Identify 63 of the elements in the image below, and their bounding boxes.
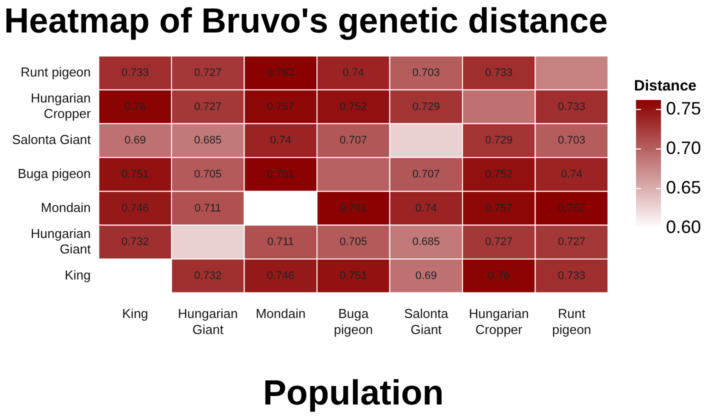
data-label: 0.703 [558, 134, 586, 147]
data-label: 0.751 [121, 168, 149, 180]
x-tick-label: Runt pigeon [552, 306, 592, 337]
data-label: 0.705 [340, 236, 368, 248]
legend-title: Distance [634, 78, 697, 95]
data-label: 0.76 [124, 100, 146, 113]
data-label: 0.69 [124, 134, 146, 147]
chart-title: Heatmap of Bruvo's genetic distance [4, 2, 608, 41]
data-label: 0.727 [485, 236, 513, 248]
data-label: 0.685 [412, 236, 440, 248]
data-label: 0.729 [485, 134, 513, 147]
data-label: 0.746 [266, 270, 294, 282]
data-label: 0.685 [194, 134, 222, 147]
data-label: 0.746 [121, 202, 149, 214]
data-label: 0.732 [121, 236, 149, 248]
color-bar-label: 0.60 [666, 216, 702, 237]
x-tick-label: Mondain [256, 306, 306, 322]
data-label: 0.727 [194, 66, 222, 79]
data-label: 0.76 [488, 270, 510, 282]
data-label: 0.727 [558, 236, 586, 248]
data-label: 0.752 [485, 168, 513, 180]
x-tick-label: Salonta Giant [404, 306, 449, 337]
x-tick-label: Hungarian Giant [178, 306, 238, 337]
data-label: 0.751 [340, 270, 368, 282]
data-label: 0.69 [415, 270, 437, 282]
x-tick-label: King [122, 306, 148, 322]
data-label: 0.729 [412, 100, 440, 113]
x-axis-title: Population [262, 374, 444, 413]
data-label: 0.733 [558, 100, 586, 113]
x-tick-label: Buga pigeon [334, 306, 373, 337]
data-label: 0.705 [194, 168, 222, 180]
data-label: 0.74 [560, 168, 582, 180]
data-label: 0.74 [415, 202, 437, 214]
x-tick-label: Hungarian Cropper [468, 306, 529, 337]
data-label: 0.762 [558, 202, 586, 214]
data-label: 0.707 [412, 168, 440, 180]
data-label: 0.757 [266, 100, 294, 113]
data-label: 0.733 [558, 270, 586, 282]
y-tick-label: King [64, 267, 91, 282]
color-bar-label: 0.65 [666, 177, 702, 198]
data-label: 0.761 [266, 168, 294, 180]
y-tick-label: Mondain [40, 200, 91, 215]
data-label: 0.733 [485, 66, 513, 79]
data-label: 0.733 [121, 66, 149, 79]
y-tick-label: Hungarian Giant [30, 226, 92, 256]
data-label: 0.707 [340, 134, 368, 147]
data-label: 0.757 [485, 202, 513, 214]
color-bar-label: 0.70 [666, 138, 702, 158]
y-tick-label: Salonta Giant [12, 132, 92, 148]
data-label: 0.703 [412, 66, 440, 79]
data-label: 0.761 [340, 202, 368, 214]
data-label: 0.74 [342, 66, 364, 79]
data-label: 0.732 [194, 270, 222, 282]
y-tick-label: Hungarian Cropper [30, 90, 92, 122]
data-label: 0.711 [267, 236, 294, 248]
data-label: 0.762 [266, 66, 294, 79]
data-label: 0.74 [270, 134, 292, 147]
color-bar-label: 0.75 [666, 98, 702, 118]
data-label: 0.711 [194, 202, 222, 214]
y-tick-label: Runt pigeon [20, 64, 91, 80]
data-label: 0.727 [194, 100, 222, 113]
y-tick-label: Buga pigeon [18, 166, 91, 181]
data-label: 0.752 [340, 100, 368, 113]
